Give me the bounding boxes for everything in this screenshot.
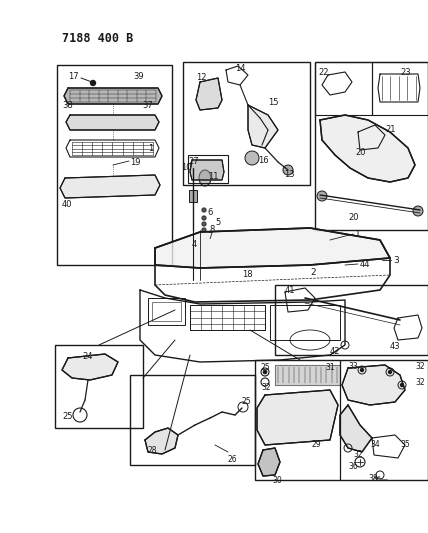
Circle shape bbox=[389, 370, 392, 374]
Bar bbox=[270, 305, 340, 340]
Text: 38: 38 bbox=[368, 474, 377, 483]
Text: 23: 23 bbox=[400, 68, 410, 77]
Text: 7188 400 B: 7188 400 B bbox=[62, 32, 133, 45]
Text: 32: 32 bbox=[353, 450, 363, 459]
Polygon shape bbox=[64, 88, 162, 104]
Text: 11: 11 bbox=[208, 172, 219, 181]
Circle shape bbox=[283, 165, 293, 175]
Text: 36—: 36— bbox=[372, 476, 388, 482]
Text: 34: 34 bbox=[370, 440, 380, 449]
Bar bbox=[130, 375, 255, 465]
Text: 1: 1 bbox=[148, 144, 153, 153]
Bar bbox=[372, 62, 428, 115]
Bar bbox=[189, 190, 197, 202]
Ellipse shape bbox=[199, 170, 211, 186]
Bar bbox=[148, 298, 185, 325]
Text: 5: 5 bbox=[215, 218, 220, 227]
Circle shape bbox=[202, 228, 206, 232]
Text: 7: 7 bbox=[207, 232, 212, 241]
Text: 29: 29 bbox=[312, 440, 321, 449]
Bar bbox=[55, 345, 143, 428]
Text: 4: 4 bbox=[192, 240, 197, 249]
Text: 26: 26 bbox=[228, 455, 238, 464]
Text: 25: 25 bbox=[242, 397, 252, 406]
Polygon shape bbox=[258, 448, 280, 476]
Bar bbox=[315, 62, 428, 230]
Bar bbox=[57, 65, 172, 265]
Polygon shape bbox=[342, 365, 405, 405]
Polygon shape bbox=[248, 105, 278, 148]
Bar bbox=[190, 305, 265, 330]
Text: 25: 25 bbox=[261, 363, 270, 372]
Text: 27: 27 bbox=[188, 157, 199, 166]
Bar bbox=[315, 62, 372, 115]
Text: 30: 30 bbox=[272, 476, 282, 485]
Bar bbox=[275, 365, 340, 385]
Text: 10: 10 bbox=[181, 163, 191, 172]
Text: 36: 36 bbox=[348, 462, 358, 471]
Text: 40: 40 bbox=[62, 200, 72, 209]
Text: 6: 6 bbox=[207, 208, 212, 217]
Text: 13: 13 bbox=[284, 170, 294, 179]
Text: 16: 16 bbox=[258, 156, 269, 165]
Text: 12: 12 bbox=[196, 73, 206, 82]
Text: 32: 32 bbox=[415, 362, 425, 371]
Polygon shape bbox=[257, 390, 338, 445]
Text: 41: 41 bbox=[285, 286, 295, 295]
Text: 39: 39 bbox=[133, 72, 144, 81]
Circle shape bbox=[317, 191, 327, 201]
Circle shape bbox=[401, 384, 404, 386]
Polygon shape bbox=[196, 78, 222, 110]
Polygon shape bbox=[320, 115, 415, 182]
Text: 15: 15 bbox=[268, 98, 279, 107]
Bar bbox=[152, 302, 181, 321]
Text: 24: 24 bbox=[82, 352, 92, 361]
Text: 1: 1 bbox=[355, 230, 361, 239]
Circle shape bbox=[202, 216, 206, 220]
Text: 21: 21 bbox=[385, 125, 395, 134]
Circle shape bbox=[413, 206, 423, 216]
Text: 42: 42 bbox=[330, 347, 341, 356]
Circle shape bbox=[245, 151, 259, 165]
Circle shape bbox=[263, 370, 267, 374]
Text: 22: 22 bbox=[318, 68, 329, 77]
Text: 35: 35 bbox=[400, 440, 410, 449]
Text: 19: 19 bbox=[130, 158, 140, 167]
Text: 3: 3 bbox=[393, 256, 399, 265]
Bar bbox=[275, 285, 428, 355]
Text: 32: 32 bbox=[261, 383, 270, 392]
Circle shape bbox=[90, 80, 95, 85]
Text: 25: 25 bbox=[62, 412, 72, 421]
Text: 28: 28 bbox=[148, 446, 158, 455]
Polygon shape bbox=[155, 228, 390, 268]
Text: 32: 32 bbox=[415, 378, 425, 387]
Polygon shape bbox=[190, 160, 224, 180]
Text: 37: 37 bbox=[142, 101, 153, 110]
Polygon shape bbox=[340, 405, 372, 452]
Text: 44: 44 bbox=[360, 260, 371, 269]
Polygon shape bbox=[60, 175, 160, 198]
Text: 17: 17 bbox=[68, 72, 79, 81]
Text: 20: 20 bbox=[355, 148, 366, 157]
Polygon shape bbox=[62, 354, 118, 380]
Polygon shape bbox=[275, 365, 340, 385]
Bar bbox=[188, 155, 228, 183]
Text: 2: 2 bbox=[310, 268, 315, 277]
Text: 38: 38 bbox=[62, 101, 73, 110]
Bar bbox=[255, 360, 428, 480]
Text: 8: 8 bbox=[209, 225, 214, 234]
Text: 33: 33 bbox=[348, 362, 358, 371]
Text: 31: 31 bbox=[325, 363, 335, 372]
Text: 20: 20 bbox=[348, 213, 359, 222]
Bar bbox=[183, 62, 310, 185]
Text: 43: 43 bbox=[390, 342, 401, 351]
Polygon shape bbox=[145, 428, 178, 454]
Polygon shape bbox=[66, 115, 159, 130]
Text: 18: 18 bbox=[242, 270, 253, 279]
Circle shape bbox=[360, 368, 363, 372]
Circle shape bbox=[202, 208, 206, 212]
Text: 14: 14 bbox=[235, 64, 246, 73]
Circle shape bbox=[202, 222, 206, 226]
